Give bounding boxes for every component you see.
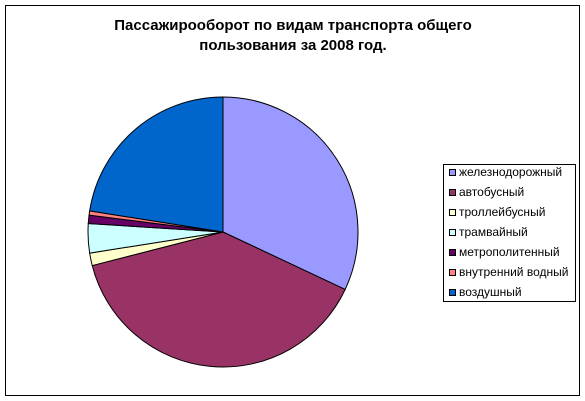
pie-slice	[91, 231, 346, 368]
legend-marker	[449, 169, 456, 176]
legend-marker	[449, 249, 456, 256]
legend-box	[443, 164, 576, 302]
legend-marker	[449, 189, 456, 196]
legend-label: внутренний водный	[459, 265, 568, 279]
legend-label: метрополитенный	[459, 245, 560, 259]
legend-label: воздушный	[459, 285, 522, 299]
legend-label: трамвайный	[459, 225, 528, 239]
legend-marker	[449, 269, 456, 276]
chart-title: Пассажирооборот по видам транспорта обще…	[114, 17, 472, 54]
legend-label: автобусный	[459, 185, 524, 199]
legend-marker	[449, 209, 456, 216]
legend-label: троллейбусный	[459, 205, 545, 219]
pie-slice	[89, 96, 224, 233]
pie-slice	[222, 96, 359, 291]
legend-label: железнодорожный	[459, 165, 562, 179]
legend-marker	[449, 289, 456, 296]
legend-marker	[449, 229, 456, 236]
